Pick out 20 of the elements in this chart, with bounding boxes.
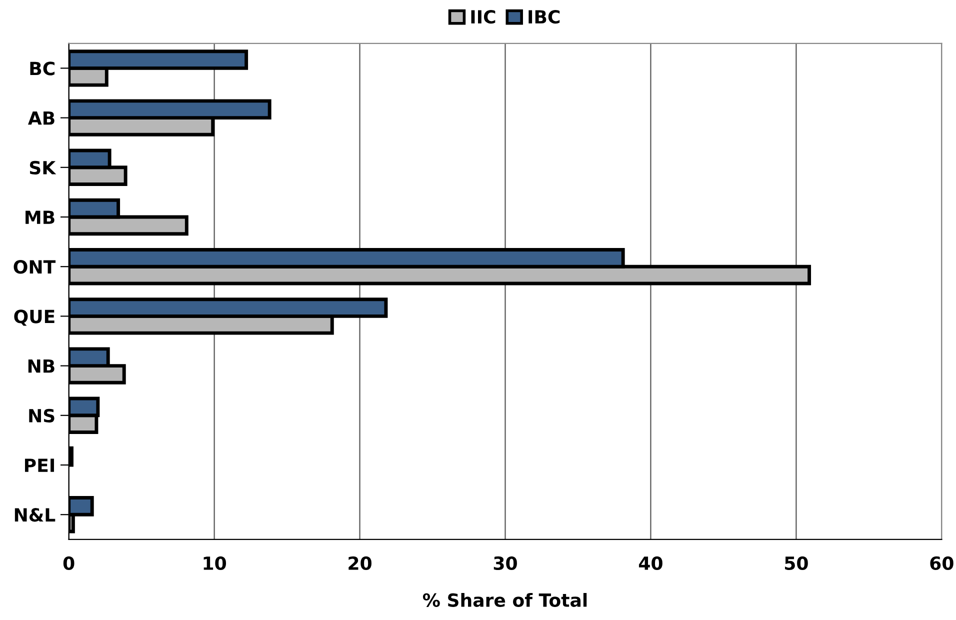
x-tick-label: 0 [63, 556, 74, 570]
y-tick-label: ONT [14, 260, 56, 274]
x-tick-label: 50 [785, 556, 808, 570]
y-tick-label: QUE [14, 310, 54, 326]
y-tick-label: PEI [25, 458, 54, 472]
legend-label: IBC [528, 10, 560, 24]
x-tick-label: 20 [348, 556, 372, 570]
x-tick-label: 60 [930, 556, 954, 570]
y-tick-label: BC [30, 62, 54, 76]
y-tick-label: NB [28, 359, 54, 373]
x-axis-title: % Share of Total [422, 592, 587, 607]
y-tick-label: SK [30, 160, 56, 175]
legend-label: IIC [471, 10, 496, 24]
x-tick-label: 30 [494, 556, 517, 570]
x-tick-label: 40 [638, 556, 662, 570]
y-tick-label: MB [26, 210, 54, 224]
x-tick-label: 10 [204, 556, 226, 570]
y-tick-label: N&L [14, 508, 56, 522]
y-tick-label: AB [28, 111, 54, 125]
y-tick-label: NS [29, 408, 54, 423]
